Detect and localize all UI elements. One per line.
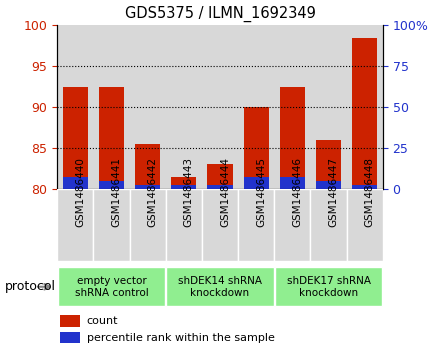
Bar — [60, 332, 80, 343]
Bar — [57, 189, 93, 261]
Bar — [135, 144, 160, 189]
Bar — [171, 176, 197, 189]
Bar — [62, 176, 88, 189]
Bar — [280, 176, 305, 189]
Bar — [347, 25, 383, 189]
Text: shDEK17 shRNA
knockdown: shDEK17 shRNA knockdown — [286, 276, 370, 298]
Bar — [99, 87, 124, 189]
Bar — [352, 185, 378, 189]
Bar — [243, 176, 269, 189]
Bar — [129, 25, 166, 189]
Bar — [166, 267, 274, 306]
Bar — [99, 180, 124, 189]
Bar — [60, 315, 80, 327]
Bar — [316, 140, 341, 189]
Text: GSM1486442: GSM1486442 — [148, 158, 158, 227]
Text: empty vector
shRNA control: empty vector shRNA control — [75, 276, 148, 298]
Text: GSM1486441: GSM1486441 — [111, 158, 121, 227]
Bar — [311, 189, 347, 261]
Bar — [238, 25, 274, 189]
Bar — [280, 87, 305, 189]
Text: count: count — [87, 316, 118, 326]
Text: GDS5375 / ILMN_1692349: GDS5375 / ILMN_1692349 — [125, 5, 315, 22]
Bar — [352, 38, 378, 189]
Bar — [135, 185, 160, 189]
Bar — [166, 189, 202, 261]
Bar — [202, 25, 238, 189]
Bar — [274, 189, 311, 261]
Text: GSM1486447: GSM1486447 — [329, 158, 338, 227]
Text: protocol: protocol — [4, 280, 55, 293]
Bar — [274, 25, 311, 189]
Bar — [316, 180, 341, 189]
Bar — [347, 189, 383, 261]
Text: GSM1486444: GSM1486444 — [220, 158, 230, 227]
Text: GSM1486440: GSM1486440 — [75, 158, 85, 227]
Bar — [171, 185, 197, 189]
Bar — [93, 189, 129, 261]
Text: GSM1486443: GSM1486443 — [184, 158, 194, 227]
Bar — [243, 107, 269, 189]
Text: GSM1486446: GSM1486446 — [292, 158, 302, 227]
Bar — [311, 25, 347, 189]
Bar — [62, 87, 88, 189]
Text: GSM1486445: GSM1486445 — [256, 158, 266, 227]
Bar — [129, 189, 166, 261]
Bar — [207, 164, 233, 189]
Text: shDEK14 shRNA
knockdown: shDEK14 shRNA knockdown — [178, 276, 262, 298]
Bar — [275, 267, 382, 306]
Text: percentile rank within the sample: percentile rank within the sample — [87, 333, 275, 343]
Bar — [202, 189, 238, 261]
Bar — [238, 189, 274, 261]
Bar — [166, 25, 202, 189]
Text: GSM1486448: GSM1486448 — [365, 158, 375, 227]
Bar — [207, 185, 233, 189]
Bar — [57, 25, 93, 189]
Bar — [93, 25, 129, 189]
Bar — [58, 267, 165, 306]
